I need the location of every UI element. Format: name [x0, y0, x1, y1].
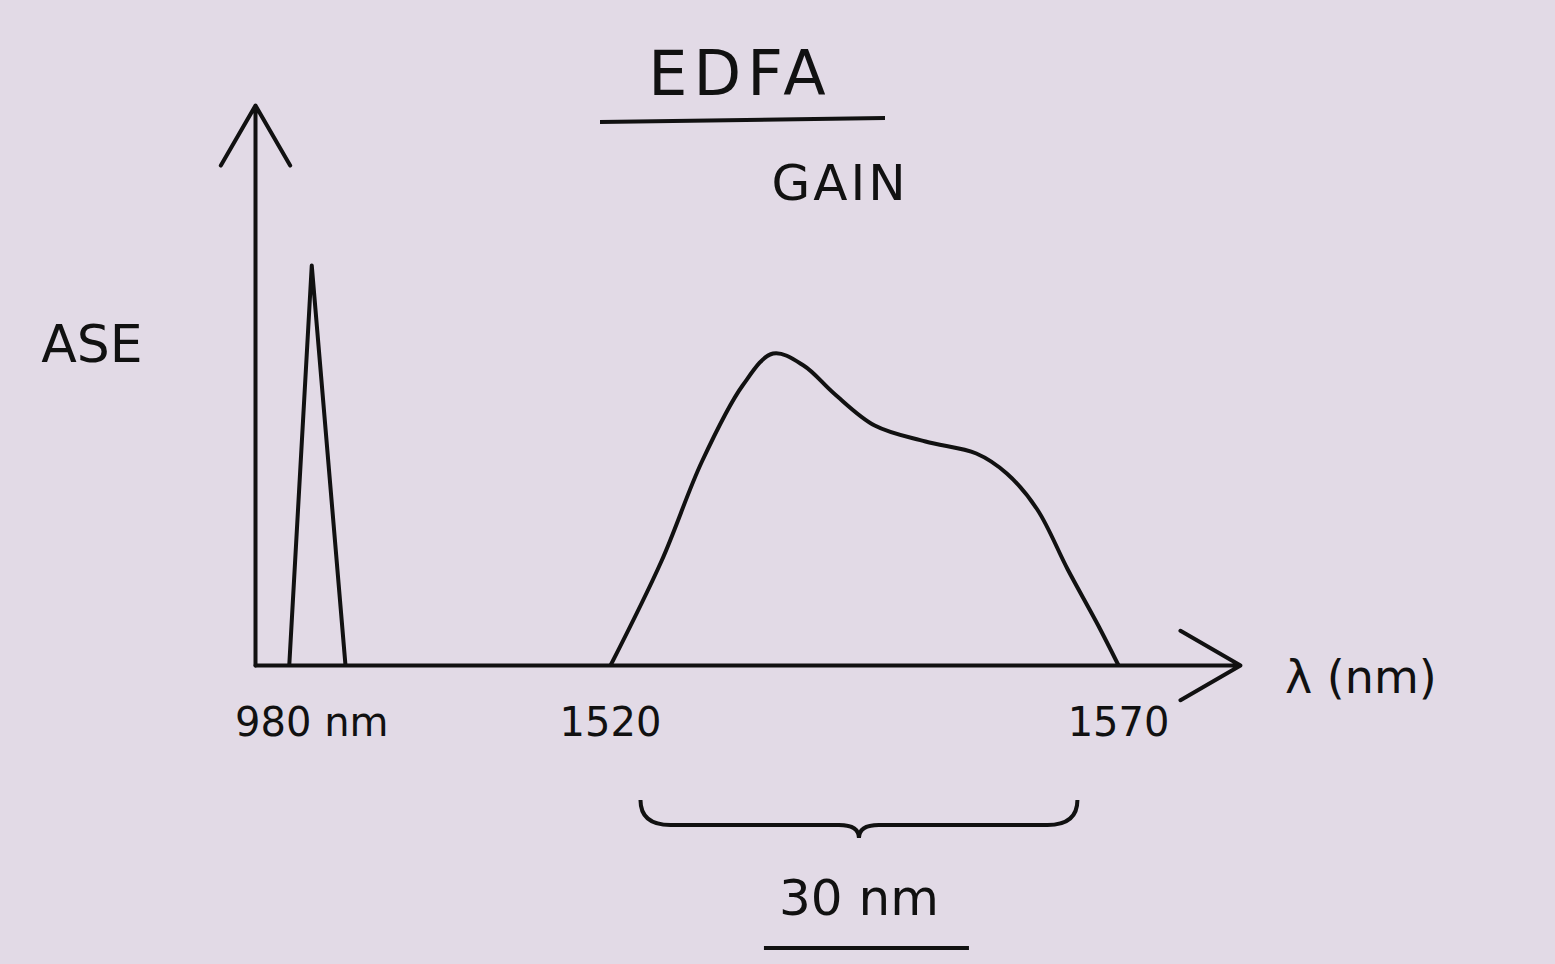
svg-text:GAIN: GAIN [771, 154, 908, 212]
svg-text:ASE: ASE [41, 314, 142, 374]
svg-text:980 nm: 980 nm [235, 699, 388, 745]
svg-text:λ (nm): λ (nm) [1285, 650, 1437, 704]
svg-text:1570: 1570 [1068, 699, 1170, 745]
svg-text:30 nm: 30 nm [779, 869, 939, 927]
svg-text:1520: 1520 [560, 699, 662, 745]
svg-text:EDFA: EDFA [648, 37, 831, 110]
